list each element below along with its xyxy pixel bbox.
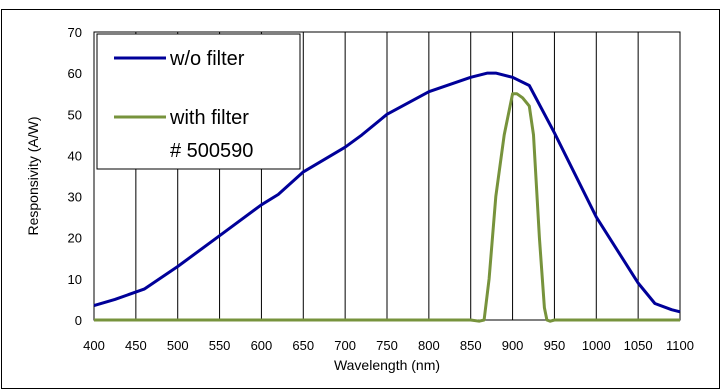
x-tick-label: 650 bbox=[292, 338, 314, 353]
y-tick-label: 30 bbox=[68, 190, 82, 205]
x-tick-label: 800 bbox=[418, 338, 440, 353]
x-tick-label: 950 bbox=[544, 338, 566, 353]
y-tick-label: 20 bbox=[68, 231, 82, 246]
x-tick-label: 750 bbox=[376, 338, 398, 353]
x-tick-label: 600 bbox=[251, 338, 273, 353]
x-axis-title: Wavelength (nm) bbox=[334, 357, 440, 373]
x-tick-label: 450 bbox=[125, 338, 147, 353]
legend: w/o filter with filter # 500590 bbox=[96, 33, 301, 170]
chart-frame bbox=[1, 9, 720, 389]
series-line-with-filter bbox=[94, 92, 680, 323]
legend-label-w-o-filter: w/o filter bbox=[169, 48, 245, 70]
y-axis-title: Responsivity (A/W) bbox=[25, 116, 41, 235]
y-tick-label: 60 bbox=[68, 66, 82, 81]
y-tick-label: 10 bbox=[68, 272, 82, 287]
y-tick-label: 40 bbox=[68, 148, 82, 163]
grid-layer bbox=[93, 32, 681, 320]
series-line-w-o-filter bbox=[93, 71, 681, 314]
x-tick-label: 1100 bbox=[666, 338, 694, 353]
legend-label-filter-part-number: # 500590 bbox=[170, 140, 253, 162]
series-layer bbox=[93, 71, 681, 323]
y-tick-labels: 0 10 20 30 40 50 60 70 bbox=[68, 25, 82, 328]
x-tick-label: 400 bbox=[83, 338, 105, 353]
x-tick-label: 1000 bbox=[582, 338, 611, 353]
x-tick-label: 700 bbox=[334, 338, 356, 353]
legend-label-with-filter: with filter bbox=[169, 107, 249, 129]
y-tick-label: 0 bbox=[75, 313, 82, 328]
y-tick-label: 50 bbox=[68, 107, 82, 122]
x-tick-label: 500 bbox=[167, 338, 189, 353]
x-tick-label: 1050 bbox=[624, 338, 653, 353]
x-tick-labels: 400 450 500 550 600 650 700 750 800 850 900 950 1000… bbox=[83, 338, 694, 353]
x-tick-label: 550 bbox=[209, 338, 231, 353]
y-tick-label: 70 bbox=[68, 25, 82, 40]
x-tick-label: 850 bbox=[460, 338, 482, 353]
x-tick-label: 900 bbox=[502, 338, 524, 353]
